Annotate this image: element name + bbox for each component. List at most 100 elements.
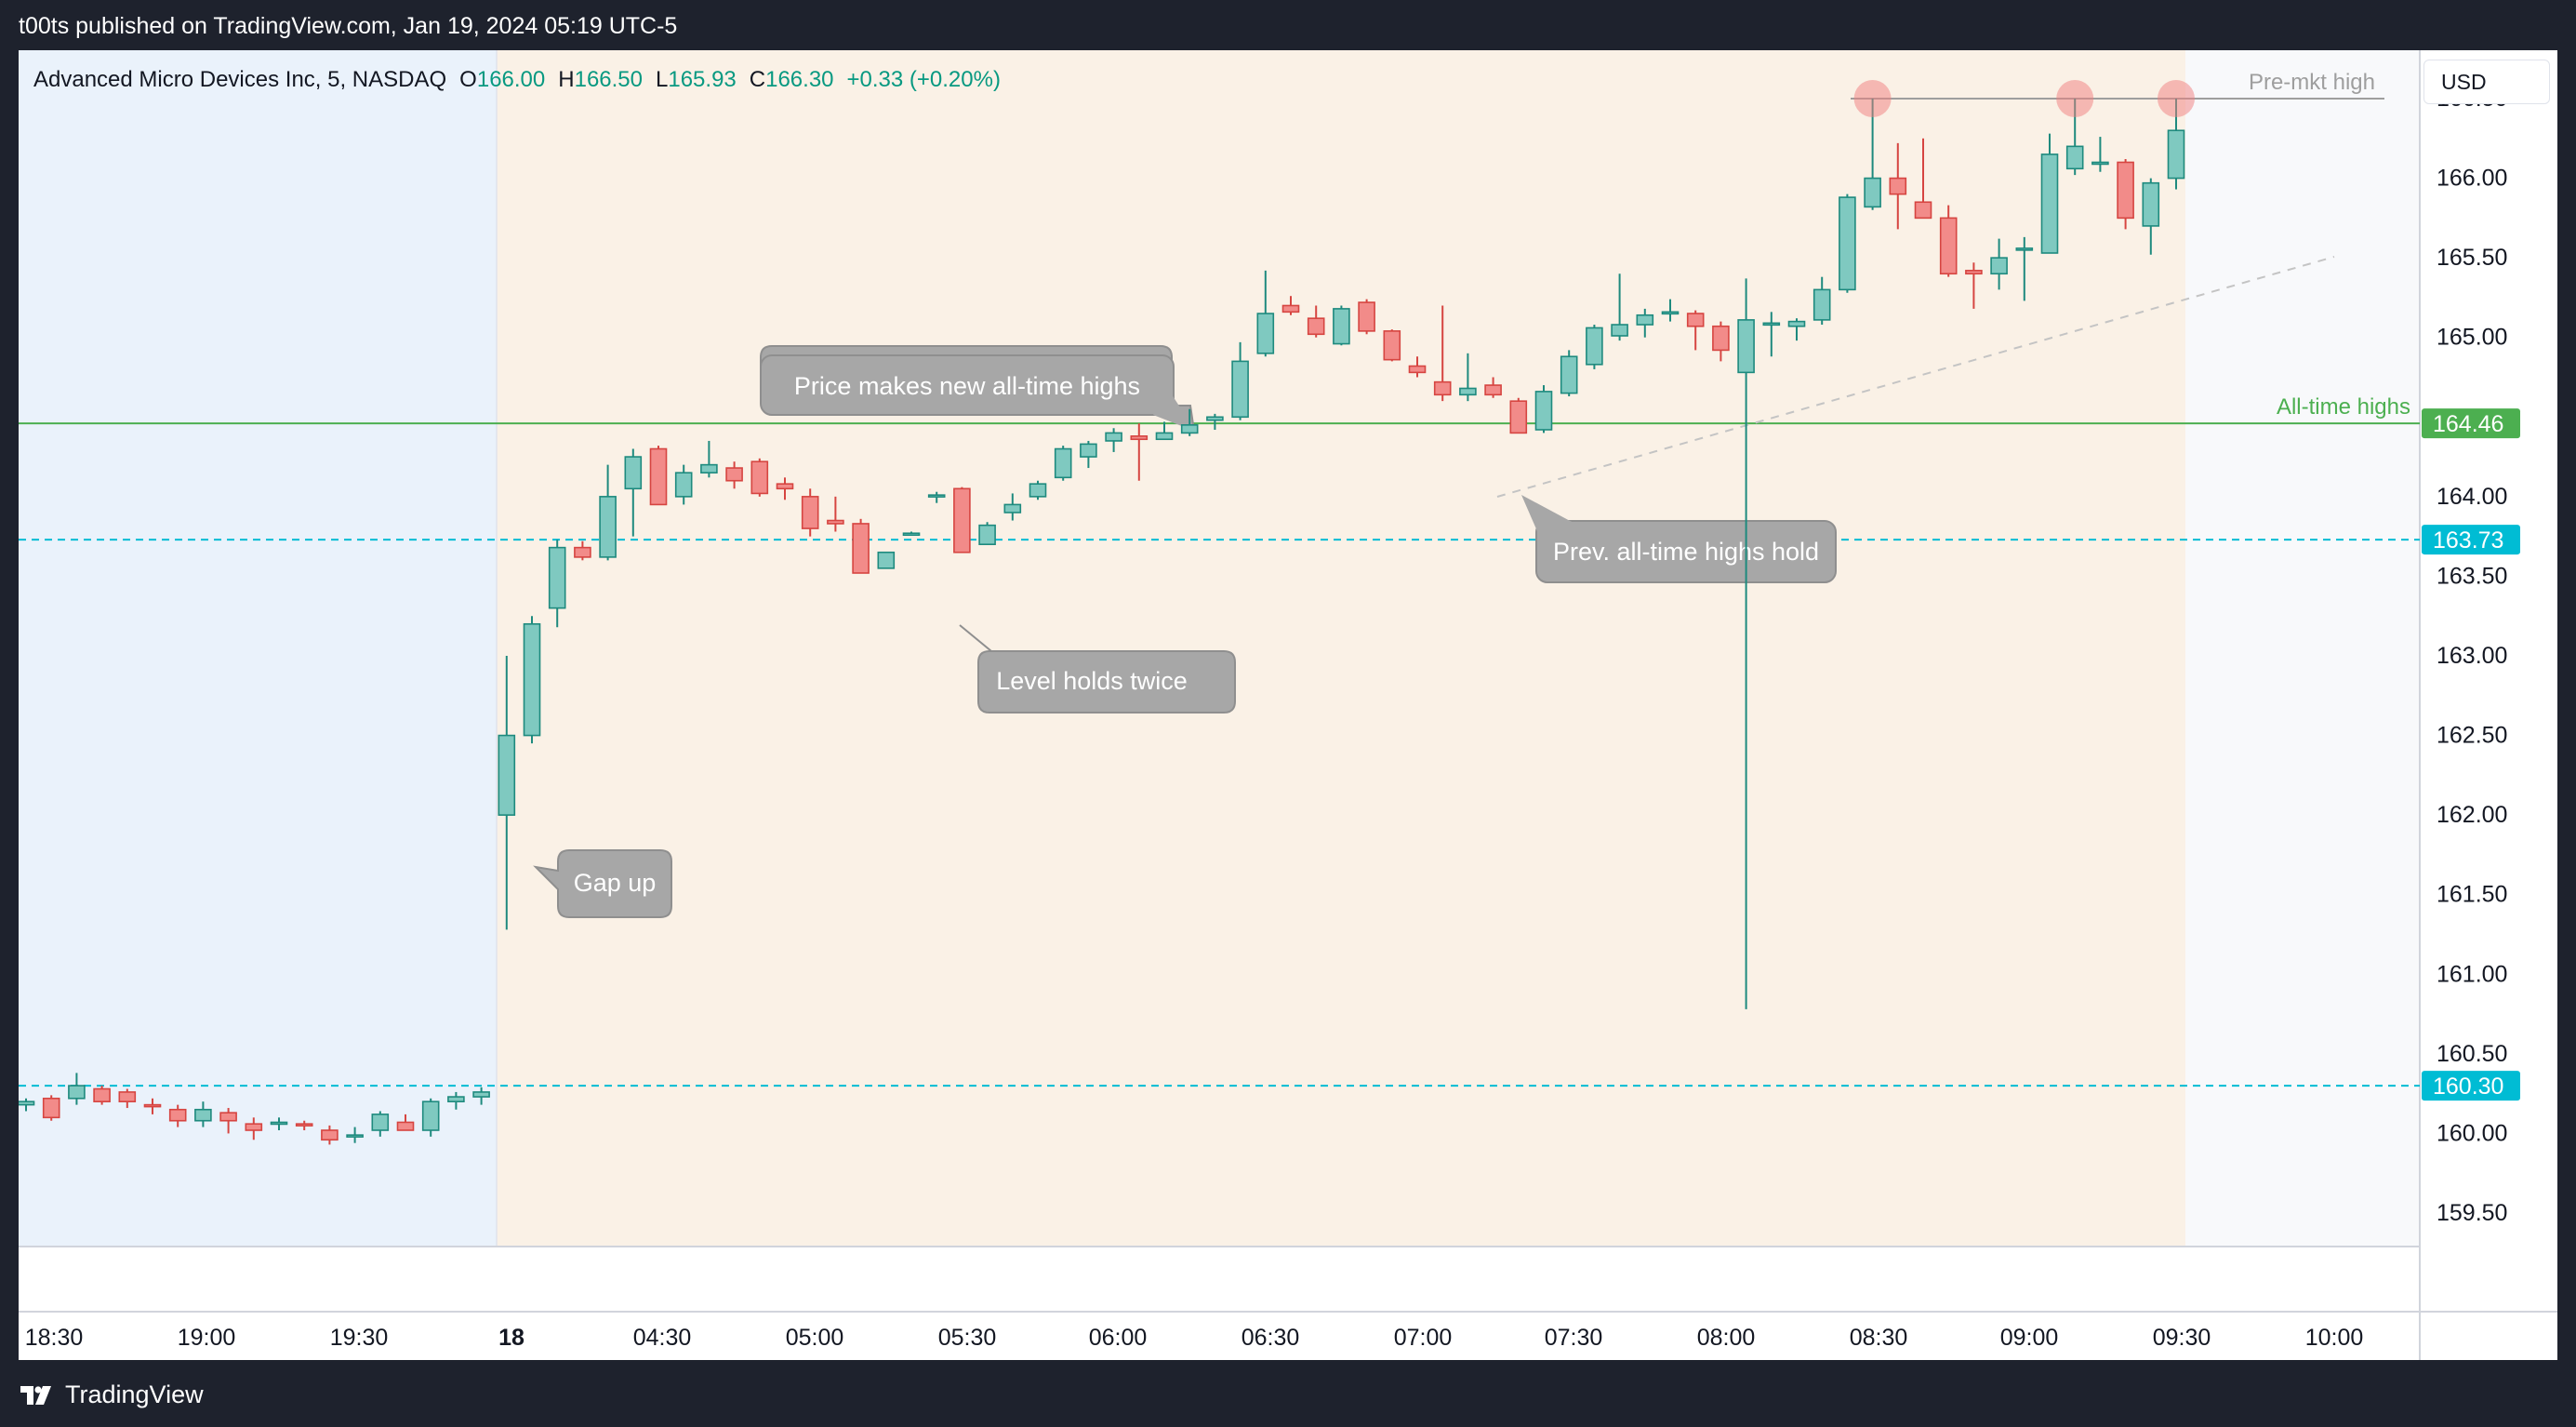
candle[interactable] [2142,178,2160,255]
candle-body [2091,161,2109,166]
candle[interactable] [1408,356,1427,378]
candle[interactable] [700,440,718,478]
candle[interactable] [2117,159,2134,230]
candle[interactable] [194,1101,212,1127]
candle[interactable] [953,487,971,553]
candle[interactable] [725,461,743,489]
candle[interactable] [927,491,946,503]
candle[interactable] [1180,408,1199,436]
candle[interactable] [1307,305,1325,338]
candle[interactable] [1712,321,1730,362]
candle[interactable] [750,458,769,497]
candle[interactable] [42,1095,60,1121]
candle[interactable] [1611,273,1628,341]
candle[interactable] [498,656,516,930]
price-axis[interactable]: 159.50 160.00 160.50 161.00 161.50 162.00 162.… [2437,86,2507,1226]
candle[interactable] [1105,428,1122,452]
candle[interactable] [1939,205,1958,277]
candle[interactable] [1155,421,1174,441]
candle[interactable] [270,1117,288,1131]
candle[interactable] [1787,318,1806,341]
candle[interactable] [1459,353,1477,402]
candle[interactable] [93,1086,111,1105]
candle[interactable] [599,464,617,561]
candle[interactable] [1839,193,1856,293]
candle[interactable] [1433,305,1452,402]
candle[interactable] [245,1117,263,1140]
candle[interactable] [219,1108,237,1134]
high-test-marker[interactable] [2056,80,2094,117]
candle[interactable] [1534,385,1553,433]
candle[interactable] [827,496,844,532]
candle[interactable] [1358,299,1375,335]
candle[interactable] [1333,305,1350,346]
candle[interactable] [1737,278,1755,1009]
candle[interactable] [801,488,819,537]
candle[interactable] [2091,137,2109,172]
candle[interactable] [1383,329,1401,362]
candle-body [2117,161,2134,220]
candle[interactable] [1509,397,1528,434]
tradingview-logo[interactable]: TradingView [19,1380,204,1409]
candle[interactable] [574,540,591,561]
candle[interactable] [1990,238,2008,290]
candle[interactable] [396,1114,415,1131]
callout-prev-ath-box[interactable] [1535,520,1837,583]
candle[interactable] [624,448,643,537]
candle[interactable] [1661,299,1680,322]
candle[interactable] [2015,236,2034,301]
candle[interactable] [1054,446,1072,481]
candle[interactable] [776,477,794,500]
candle[interactable] [1484,377,1502,398]
candle[interactable] [1130,423,1149,481]
time-axis[interactable]: 18:30 19:00 19:30 18 04:30 05:00 05:30 06:00 06:… [25,1325,2364,1351]
candle[interactable] [1281,296,1300,315]
candle[interactable] [2040,133,2059,254]
candle[interactable] [1560,350,1578,397]
currency-selector[interactable]: USD [2423,60,2550,104]
candle[interactable] [346,1127,364,1143]
candle[interactable] [295,1120,313,1131]
callout-gap-up[interactable] [533,849,672,918]
time-tick-label: 18:30 [25,1325,84,1351]
candle[interactable] [1636,308,1654,338]
candle[interactable] [1914,138,1932,220]
candle[interactable] [143,1098,162,1114]
candle[interactable] [1889,142,1907,230]
callout-level-holds[interactable] [959,624,1236,714]
candle[interactable] [877,551,896,569]
candle[interactable] [421,1098,440,1137]
candle[interactable] [321,1125,339,1145]
candle[interactable] [1080,440,1097,469]
high-test-marker[interactable] [2158,80,2195,117]
candle[interactable] [523,616,541,744]
candle[interactable] [674,464,693,505]
candle[interactable] [1003,493,1022,521]
symbol-title[interactable]: Advanced Micro Devices Inc, 5, NASDAQ [33,67,447,92]
candle[interactable] [1965,262,1983,309]
candle[interactable] [1812,276,1831,326]
candle[interactable] [1206,413,1224,430]
candle[interactable] [548,540,566,628]
candle[interactable] [1586,325,1603,369]
candle[interactable] [649,446,668,506]
candle[interactable] [1256,270,1275,357]
candle[interactable] [1762,312,1781,357]
candle[interactable] [168,1104,187,1127]
trendline[interactable] [1496,256,2335,498]
candle[interactable] [1029,480,1047,500]
candlestick-chart[interactable]: All-time highs Pre-mkt high Gap up Level … [19,50,2557,1360]
candle[interactable] [68,1073,86,1105]
candle[interactable] [118,1088,137,1109]
candle[interactable] [1686,310,1705,351]
candle[interactable] [371,1111,390,1137]
candle[interactable] [19,1098,35,1112]
candle[interactable] [472,1087,490,1105]
candle[interactable] [447,1091,465,1110]
candle[interactable] [1231,341,1249,420]
candle-body [1509,400,1528,434]
candle[interactable] [902,531,921,537]
high-test-marker[interactable] [1853,80,1892,117]
candle[interactable] [978,522,996,546]
candle[interactable] [852,518,870,574]
